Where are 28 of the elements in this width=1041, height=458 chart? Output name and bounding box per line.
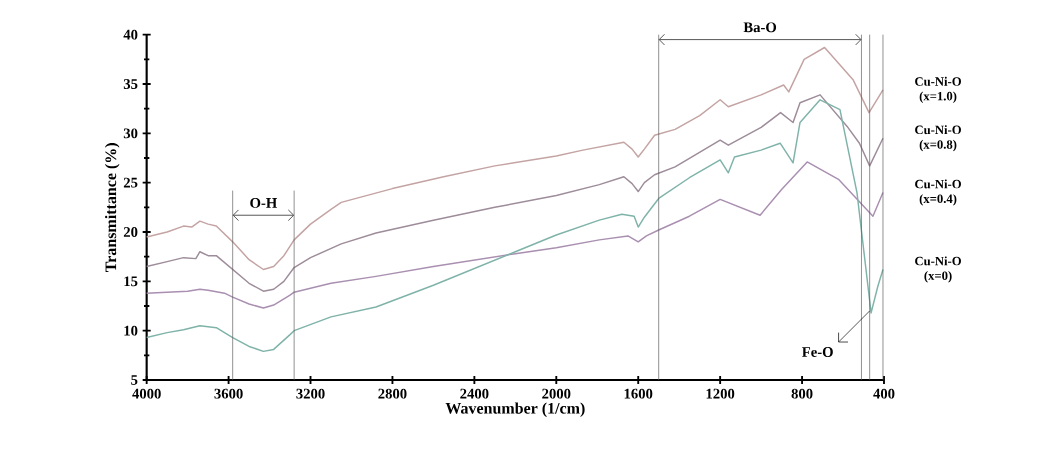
y-tick-label: 20	[123, 227, 138, 237]
y-tick-label: 25	[123, 177, 138, 188]
text: Cu-Ni-O (x=0)	[915, 256, 961, 283]
y-tick-label: 40	[123, 29, 138, 40]
x-tick-label: 3600	[214, 388, 243, 399]
text: Ba-O	[743, 22, 777, 33]
y-tick-label: 15	[124, 276, 138, 287]
x-tick-label: 2000	[542, 388, 571, 399]
text: Cu-Ni-O (x=0.4)	[915, 179, 961, 206]
x-tick-label: 4000	[132, 388, 161, 399]
y-tick-label: 30	[123, 128, 138, 139]
text: Cu-Ni-O (x=0.8)	[915, 125, 961, 152]
x-tick-label: 2400	[460, 388, 489, 399]
x-tick-label: 2800	[378, 388, 407, 399]
x-tick-label: 400	[873, 388, 895, 399]
x-tick-label: 800	[791, 388, 813, 399]
y-tick-label: 10	[124, 325, 138, 336]
annotation: O-H	[250, 198, 278, 208]
line-series	[145, 46, 884, 271]
y-tick-label: 35	[123, 79, 138, 89]
x-tick-label: 1600	[624, 388, 653, 399]
x-tick-label: 3200	[296, 388, 325, 399]
text: Cu-Ni-O (x=1.0)	[915, 76, 961, 103]
ref-line-label: Fe-O	[802, 347, 833, 357]
y-axis-title: Transmittance (%)	[104, 143, 120, 273]
x-axis-title: Wavenumber (1/cm)	[445, 402, 585, 417]
x-tick-label: 1200	[706, 388, 735, 399]
y-tick-label: 5	[131, 375, 138, 385]
